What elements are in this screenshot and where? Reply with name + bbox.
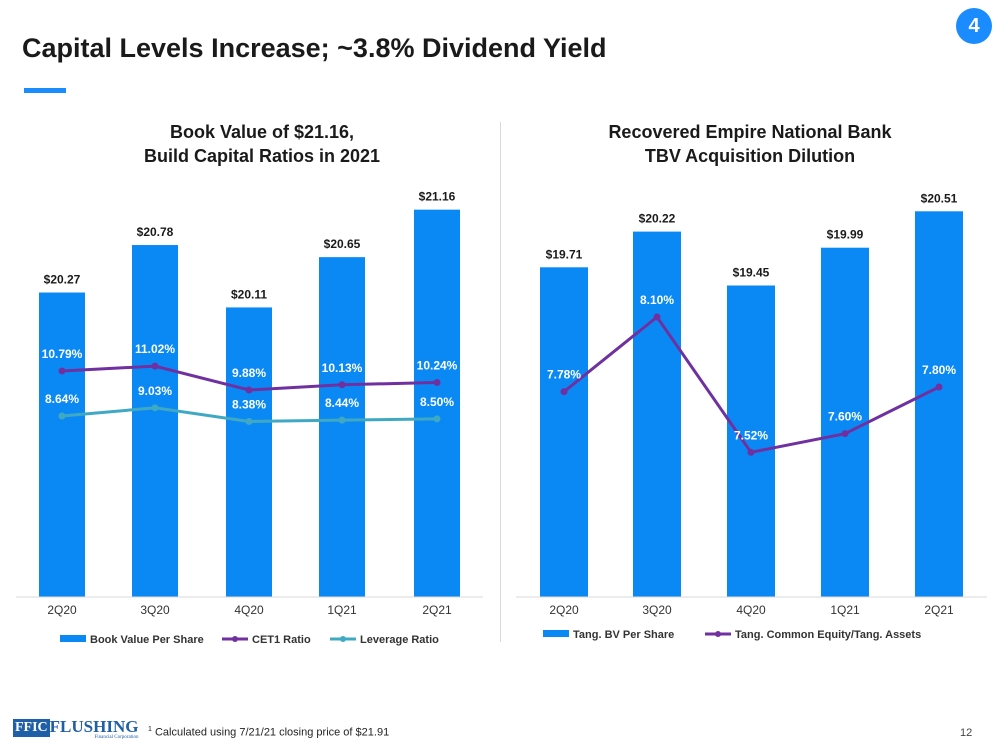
left-bar-label: $20.65 (324, 237, 361, 251)
left-line-label: 10.24% (417, 358, 458, 372)
right-bar-1Q21 (821, 247, 869, 597)
right-x-tick: 3Q20 (642, 603, 672, 617)
right-line-label: 7.80% (922, 363, 956, 377)
left-line-label: 9.03% (138, 384, 172, 398)
left-legend-label: Book Value Per Share (90, 634, 204, 646)
right-bar-2Q21 (915, 211, 963, 598)
left-line-label: 8.64% (45, 392, 79, 406)
left-x-tick: 1Q21 (327, 603, 357, 617)
right-bar-label: $19.45 (733, 266, 770, 280)
right-x-tick: 2Q21 (924, 603, 954, 617)
left-x-tick: 4Q20 (234, 603, 264, 617)
section-badge: 4 (956, 8, 992, 44)
left-line-point (58, 367, 66, 375)
left-line-point (151, 362, 159, 370)
left-chart-title-line-1: Book Value of $21.16, (169, 122, 355, 142)
left-line-point (433, 378, 441, 386)
slide-title: Capital Levels Increase; ~3.8% Dividend … (22, 33, 607, 63)
right-x-tick: 2Q20 (549, 603, 579, 617)
right-x-tick: 4Q20 (736, 603, 766, 617)
right-chart-title: Recovered Empire National Bank TBV Acqui… (540, 120, 960, 168)
left-bar-4Q20 (226, 307, 272, 597)
left-line-label: 10.79% (42, 347, 83, 361)
left-legend-marker (340, 636, 346, 642)
right-line-label: 7.60% (828, 410, 862, 424)
left-line-point (245, 386, 253, 394)
logo-tagline: Financial Corporation (94, 735, 139, 740)
title-accent-bar (24, 88, 66, 93)
left-line-point (151, 404, 159, 412)
right-line-point (653, 313, 661, 321)
left-x-tick: 3Q20 (140, 603, 170, 617)
left-bar-2Q20 (39, 292, 85, 597)
left-bar-label: $20.27 (44, 273, 81, 287)
left-bar-3Q20 (132, 245, 178, 598)
right-bar-label: $19.99 (827, 228, 864, 242)
right-legend-label: Tang. Common Equity/Tang. Assets (735, 629, 921, 641)
right-line-label: 7.78% (547, 368, 581, 382)
left-legend-marker (232, 636, 238, 642)
left-legend-bar-swatch (60, 635, 86, 642)
right-bar-2Q20 (540, 267, 588, 597)
right-legend-label: Tang. BV Per Share (573, 629, 674, 641)
left-legend-label: Leverage Ratio (360, 634, 439, 646)
footnote-marker: 1 (148, 726, 152, 733)
right-bar-label: $20.22 (639, 212, 676, 226)
logo-mark: FFIC (13, 719, 50, 737)
right-legend-bar-swatch (543, 630, 569, 637)
left-bar-label: $20.78 (137, 225, 174, 239)
footnote: 1 Calculated using 7/21/21 closing price… (148, 726, 389, 739)
right-bar-4Q20 (727, 285, 775, 597)
right-line-label: 8.10% (640, 293, 674, 307)
right-bar-label: $19.71 (546, 247, 583, 261)
left-bar-2Q21 (414, 209, 460, 597)
left-line-point (58, 412, 66, 420)
left-chart-title-line-2: Build Capital Ratios in 2021 (143, 146, 381, 166)
left-x-tick: 2Q21 (422, 603, 452, 617)
footnote-text: Calculated using 7/21/21 closing price o… (154, 726, 390, 739)
left-bar-1Q21 (319, 257, 365, 597)
left-line-label: 8.50% (420, 395, 454, 409)
left-line-label: 11.02% (135, 342, 175, 356)
right-bar-label: $20.51 (921, 191, 958, 205)
left-line-label: 8.44% (325, 396, 359, 410)
chart-divider (500, 122, 501, 642)
right-line-point (747, 448, 755, 456)
right-line-point (560, 388, 568, 396)
right-bar-3Q20 (633, 231, 681, 597)
company-logo: FFIC FLUSHING Financial Corporation (13, 717, 139, 740)
left-line-label: 8.38% (232, 397, 266, 411)
left-chart-title: Book Value of $21.16, Build Capital Rati… (52, 120, 472, 168)
logo-name: FLUSHING (49, 717, 139, 736)
left-line-point (338, 381, 346, 389)
left-legend-label: CET1 Ratio (252, 634, 311, 646)
left-line-point (245, 417, 253, 425)
left-x-tick: 2Q20 (47, 603, 77, 617)
right-chart-title-line-1: Recovered Empire National Bank (608, 122, 892, 142)
right-line-point (935, 383, 943, 391)
right-chart-title-line-2: TBV Acquisition Dilution (644, 146, 856, 166)
left-line-point (338, 416, 346, 424)
right-legend-marker (715, 631, 721, 637)
left-line-label: 10.13% (322, 361, 363, 375)
left-line-label: 9.88% (232, 366, 266, 380)
left-bar-label: $21.16 (419, 190, 456, 204)
left-bar-label: $20.11 (231, 287, 267, 301)
page-number: 12 (960, 727, 973, 739)
right-x-tick: 1Q21 (830, 603, 860, 617)
right-line-point (841, 430, 849, 438)
left-line-point (433, 415, 441, 423)
right-line-label: 7.52% (734, 428, 768, 442)
